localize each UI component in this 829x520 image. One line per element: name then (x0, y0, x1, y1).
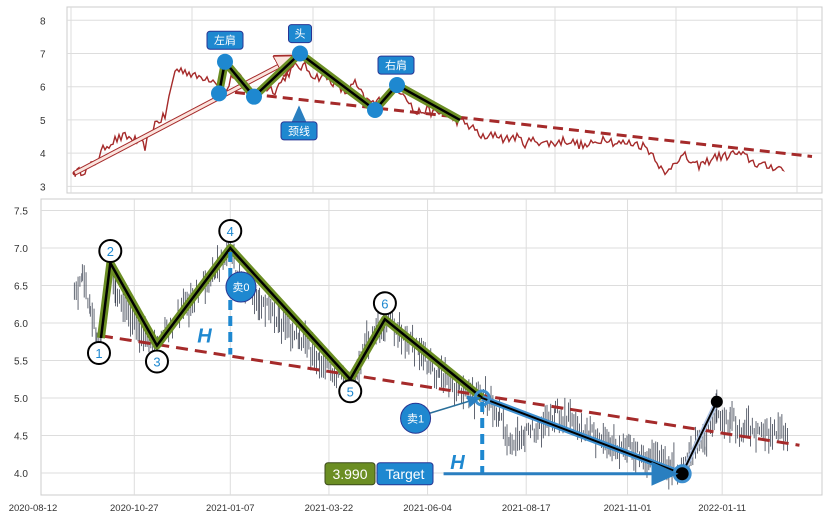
x-tick-label: 2020-08-12 (9, 503, 58, 514)
x-tick-label: 2021-06-04 (403, 503, 452, 514)
height-label: H (197, 326, 212, 348)
x-tick-label: 2021-03-22 (305, 503, 354, 514)
annotation-box (206, 30, 244, 50)
annotation-box (280, 121, 318, 141)
breakout-line (681, 401, 718, 475)
sell-signal-label: 卖0 (232, 281, 249, 294)
y-tick-label: 7.5 (14, 207, 28, 218)
sell-arrow (429, 395, 481, 414)
target-value-box (324, 462, 376, 486)
annotation-box (288, 24, 312, 44)
point-label: 2 (107, 244, 114, 259)
neckline (234, 90, 813, 158)
sell-signal-circle (225, 271, 257, 303)
bottom-panel: 2020-08-12 2020-10-27 2021-01-07 2021-03-22… (9, 198, 823, 514)
trend-arrow (74, 58, 294, 175)
y-tick-label: 4.0 (14, 469, 28, 480)
height-label: H (450, 452, 465, 474)
price-line (74, 60, 786, 178)
target-marker (672, 464, 692, 484)
pattern-marker (292, 45, 308, 62)
point-label-circle (218, 219, 243, 243)
pattern-marker (211, 85, 227, 102)
point-label: 4 (227, 224, 234, 239)
y-tick-label: 7 (40, 50, 46, 61)
y-tick-label: 5.5 (14, 357, 28, 368)
neckline (100, 334, 800, 447)
x-tick-label: 2021-11-01 (604, 503, 652, 514)
y-tick-label: 6.5 (14, 282, 28, 293)
point-label: 6 (381, 296, 388, 311)
point-label: 5 (347, 384, 354, 399)
x-tick-label: 2021-01-07 (206, 503, 255, 514)
point-label-circle (144, 349, 169, 374)
y-tick-label: 8 (40, 16, 46, 27)
y-tick-label: 5.0 (14, 394, 28, 405)
pattern-marker (217, 53, 233, 70)
sell-signal-label: 卖1 (407, 412, 424, 425)
x-tick-label: 2021-08-17 (502, 503, 551, 514)
point-label-circle (372, 291, 397, 316)
breakout-marker (710, 395, 723, 408)
pattern-marker (246, 88, 262, 105)
projection-line (481, 397, 683, 475)
annotation-label: 颈线 (288, 124, 310, 138)
point-label: 1 (95, 346, 102, 361)
annotation-label: 头 (295, 28, 306, 41)
point-label-circle (86, 341, 111, 365)
x-tick-label: 2020-10-27 (110, 503, 159, 514)
target-label-box (376, 462, 434, 486)
x-tick-label: 2022-01-11 (698, 503, 746, 514)
annotation-label: 右肩 (385, 58, 407, 72)
pattern-marker (367, 101, 383, 118)
y-tick-label: 6 (40, 83, 46, 94)
y-tick-label: 4.5 (14, 432, 28, 443)
annotation-label: 左肩 (214, 33, 236, 47)
y-tick-label: 6.0 (14, 319, 28, 330)
point-label: 3 (153, 355, 160, 370)
y-tick-label: 3 (40, 182, 46, 193)
y-tick-label: 4 (40, 149, 46, 160)
point-label-circle (98, 239, 123, 263)
annotation-box (377, 55, 415, 75)
point-label-circle (338, 379, 363, 404)
target-label: Target (386, 466, 425, 482)
sell-signal-circle (400, 402, 432, 434)
y-tick-label: 5 (40, 116, 46, 127)
pattern-marker (389, 77, 405, 94)
y-tick-label: 7.0 (14, 244, 28, 255)
target-value: 3.990 (332, 466, 367, 482)
